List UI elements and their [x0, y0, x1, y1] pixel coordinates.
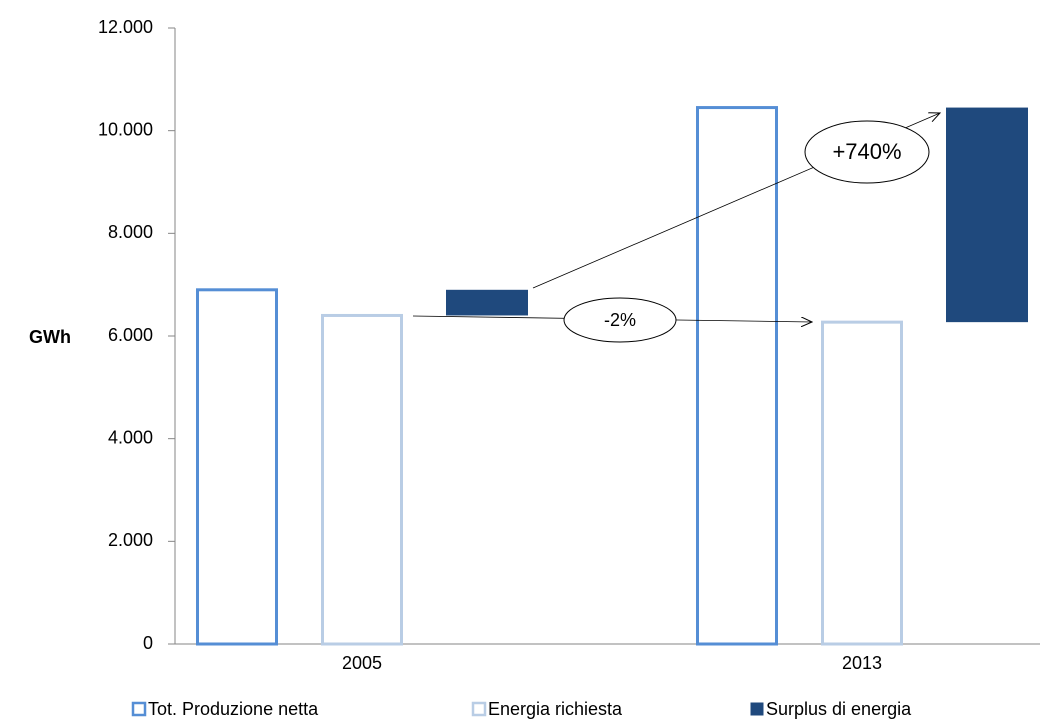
legend-swatch: [471, 701, 487, 717]
annotation-bubble: [563, 297, 677, 343]
bar: [946, 107, 1028, 323]
legend-label: Energia richiesta: [488, 699, 623, 719]
bar: [196, 288, 278, 646]
annotation: -2%: [604, 310, 636, 330]
bar: [821, 320, 903, 646]
x-tick-label: 2013: [842, 653, 882, 673]
annotation: +740%: [832, 139, 901, 164]
bar: [446, 289, 528, 316]
y-tick-label: 2.000: [108, 530, 153, 550]
legend-label: Surplus di energia: [766, 699, 912, 719]
legend-label: Tot. Produzione netta: [148, 699, 319, 719]
y-tick-label: 4.000: [108, 427, 153, 447]
y-axis-label: GWh: [29, 327, 71, 347]
y-tick-label: 8.000: [108, 222, 153, 242]
bar: [696, 106, 778, 646]
x-tick-label: 2005: [342, 653, 382, 673]
legend-swatch: [750, 702, 764, 716]
y-tick-label: 0: [143, 633, 153, 653]
annotation-bubble: [804, 120, 930, 184]
y-tick-label: 10.000: [98, 119, 153, 139]
y-tick-label: 6.000: [108, 325, 153, 345]
y-tick-label: 12.000: [98, 17, 153, 37]
bar: [321, 313, 403, 646]
legend-swatch: [131, 701, 147, 717]
